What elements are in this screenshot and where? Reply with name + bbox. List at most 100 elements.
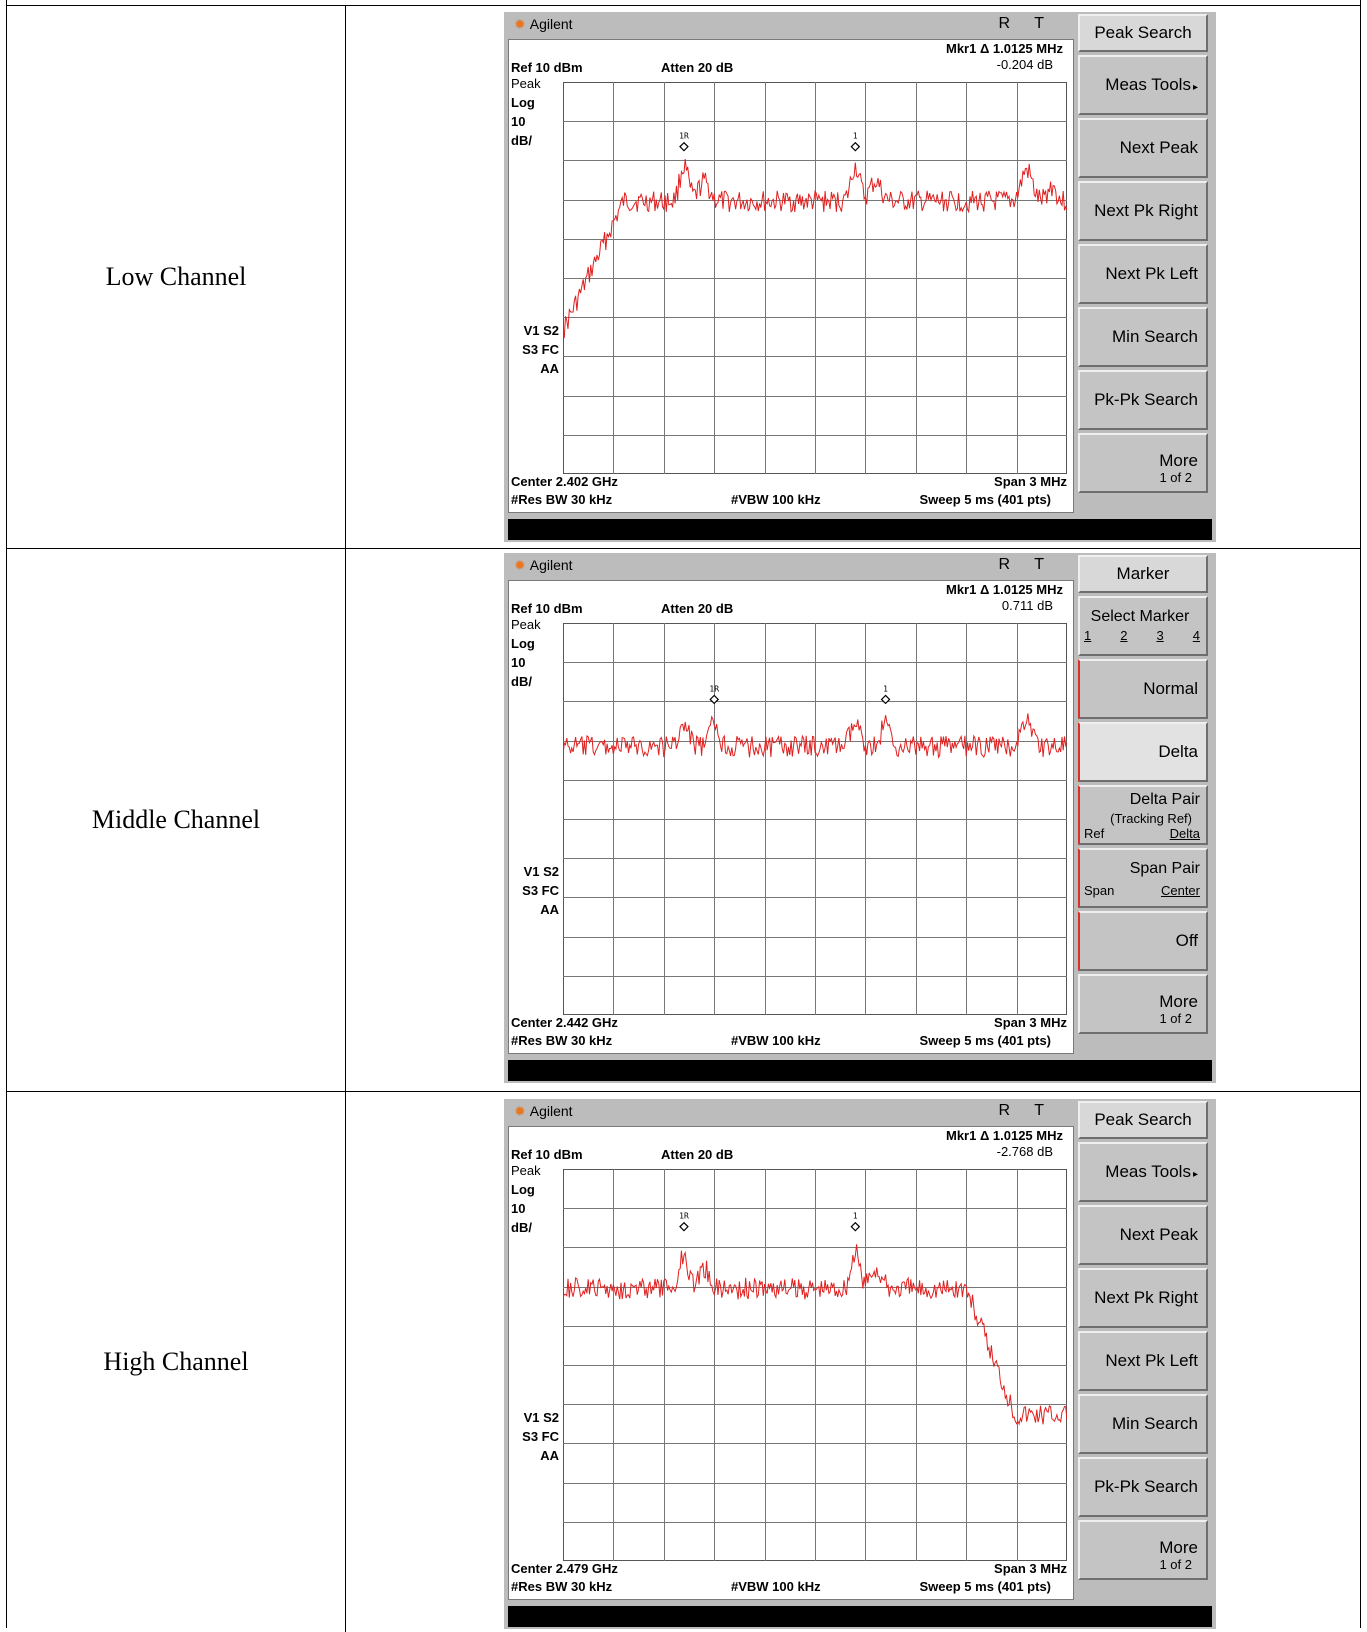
resolution-bandwidth: #Res BW 30 kHz	[511, 1033, 613, 1048]
scale-label: 10	[511, 114, 526, 129]
page-indicator: 1 of 2	[1159, 470, 1192, 485]
softkey-menu: Marker Select Marker 1 2 3 4 Normal Delta Delta …	[1078, 555, 1212, 1055]
brand: ✹ Agilent	[514, 1103, 573, 1120]
analyzer-titlebar: ✹ Agilent R T	[508, 1101, 1076, 1123]
softkey-label-text: Peak Search	[1094, 1110, 1192, 1129]
marker-readout: Mkr1 Δ 1.0125 MHz	[945, 582, 1063, 597]
attenuation: Atten 20 dB	[661, 60, 734, 75]
softkey-delta[interactable]: Delta	[1078, 722, 1208, 782]
center-frequency: Center 2.402 GHz	[511, 474, 618, 489]
softkey-next-peak[interactable]: Next Peak	[1078, 118, 1208, 178]
brand: ✹ Agilent	[514, 557, 573, 574]
marker-diamond-icon	[679, 141, 689, 152]
marker-label: 1R	[679, 1212, 689, 1221]
softkey-label: Normal	[1143, 679, 1198, 699]
status-message-bar	[508, 1060, 1212, 1081]
channel-label-cell: High Channel	[7, 1092, 346, 1632]
scale-label: Peak	[511, 617, 541, 632]
status-label: V1 S2	[523, 1410, 559, 1425]
softkey-toggle-row: Ref Delta	[1084, 826, 1200, 841]
softkey-more[interactable]: More 1 of 2	[1078, 433, 1208, 493]
attenuation: Atten 20 dB	[661, 601, 734, 616]
status-label: AA	[540, 1448, 559, 1463]
brand-name: Agilent	[529, 16, 573, 32]
reference-level: Ref 10 dBm	[511, 601, 583, 616]
table-row-low-channel: Low Channel ✹ Agilent R T Mkr1 Δ 1.0125 MHz…	[7, 6, 1360, 549]
softkey-next-pk-right[interactable]: Next Pk Right	[1078, 181, 1208, 241]
softkey-min-search[interactable]: Min Search	[1078, 307, 1208, 367]
softkey-label-text: Next Pk Right	[1094, 1288, 1198, 1307]
center-frequency: Center 2.479 GHz	[511, 1561, 618, 1576]
softkey-toggle-row: Span Center	[1084, 883, 1200, 898]
analyzer-titlebar: ✹ Agilent R T	[508, 555, 1076, 577]
remote-trigger-indicator: R T	[998, 15, 1054, 32]
resolution-bandwidth: #Res BW 30 kHz	[511, 1579, 613, 1594]
softkey-label-text: Off	[1175, 931, 1198, 950]
marker-diamond-icon	[850, 1221, 861, 1232]
softkey-label: Next Pk Right	[1094, 1288, 1198, 1308]
video-bandwidth: #VBW 100 kHz	[731, 492, 821, 507]
marker-label: 1	[853, 1212, 858, 1221]
softkey-normal[interactable]: Normal	[1078, 659, 1208, 719]
scale-label: Log	[511, 636, 535, 651]
softkey-label-text: Min Search	[1112, 327, 1198, 346]
marker-option-3[interactable]: 3	[1156, 628, 1164, 643]
channel-label-cell: Middle Channel	[7, 549, 346, 1091]
status-label: AA	[540, 361, 559, 376]
marker-options: 1 2 3 4	[1084, 628, 1200, 643]
marker-value: -0.204 dB	[996, 57, 1053, 72]
sweep-time: Sweep 5 ms (401 pts)	[919, 1579, 1052, 1594]
softkey-min-search[interactable]: Min Search	[1078, 1394, 1208, 1454]
softkey-label: Next Peak	[1120, 1225, 1198, 1245]
softkey-next-pk-right[interactable]: Next Pk Right	[1078, 1268, 1208, 1328]
softkey-meas-tools[interactable]: Meas Tools ▸	[1078, 55, 1208, 115]
softkey-more[interactable]: More 1 of 2	[1078, 1520, 1208, 1580]
softkey-label: Next Peak	[1120, 138, 1198, 158]
marker-diamond-icon	[709, 694, 720, 705]
softkey-label: Delta	[1158, 742, 1198, 762]
agilent-starburst-icon: ✹	[514, 557, 526, 573]
remote-trigger-indicator: R T	[998, 1102, 1054, 1119]
softkey-more[interactable]: More 1 of 2	[1078, 974, 1208, 1034]
softkey-label: Select Marker	[1090, 608, 1190, 625]
softkey-pk-pk-search[interactable]: Pk-Pk Search	[1078, 370, 1208, 430]
marker-option-2[interactable]: 2	[1120, 628, 1128, 643]
analyzer-screen: ✹ Agilent R T Mkr1 Δ 1.0125 MHz -0.204 dB Ref…	[504, 12, 1216, 542]
softkey-marker: Marker	[1078, 555, 1208, 593]
channel-label: Low Channel	[105, 262, 247, 291]
softkey-label-text: Delta	[1158, 742, 1198, 761]
softkey-span-pair[interactable]: Span Pair Span Center	[1078, 848, 1208, 908]
softkey-label: Meas Tools ▸	[1105, 75, 1198, 95]
softkey-pk-pk-search[interactable]: Pk-Pk Search	[1078, 1457, 1208, 1517]
softkey-label-text: Min Search	[1112, 1414, 1198, 1433]
attenuation: Atten 20 dB	[661, 1147, 734, 1162]
marker-option-1[interactable]: 1	[1084, 628, 1092, 643]
analyzer-screen: ✹ Agilent R T Mkr1 Δ 1.0125 MHz -2.768 dB Ref…	[504, 1099, 1216, 1629]
brand: ✹ Agilent	[514, 16, 573, 33]
marker-option-4[interactable]: 4	[1192, 628, 1200, 643]
toggle-option-right[interactable]: Delta	[1169, 826, 1200, 841]
toggle-option-right[interactable]: Center	[1160, 883, 1200, 898]
softkey-off[interactable]: Off	[1078, 911, 1208, 971]
scale-label: Log	[511, 95, 535, 110]
softkey-label: Peak Search	[1080, 23, 1206, 43]
sweep-time: Sweep 5 ms (401 pts)	[919, 492, 1052, 507]
analyzer-titlebar: ✹ Agilent R T	[508, 14, 1076, 36]
toggle-option-left[interactable]: Span	[1084, 883, 1115, 898]
softkey-label: More	[1159, 992, 1198, 1012]
softkey-next-pk-left[interactable]: Next Pk Left	[1078, 1331, 1208, 1391]
softkey-select-marker[interactable]: Select Marker 1 2 3 4	[1078, 596, 1208, 656]
toggle-option-left[interactable]: Ref	[1084, 826, 1105, 841]
softkey-menu: Peak Search Meas Tools ▸ Next Peak Next Pk R…	[1078, 1101, 1212, 1601]
agilent-starburst-icon: ✹	[514, 1103, 526, 1119]
marker-label: 1	[853, 132, 858, 141]
softkey-meas-tools[interactable]: Meas Tools ▸	[1078, 1142, 1208, 1202]
softkey-delta-pair[interactable]: Delta Pair (Tracking Ref) Ref Delta	[1078, 785, 1208, 845]
reference-level: Ref 10 dBm	[511, 60, 583, 75]
softkey-next-pk-left[interactable]: Next Pk Left	[1078, 244, 1208, 304]
scale-label: Log	[511, 1182, 535, 1197]
softkey-next-peak[interactable]: Next Peak	[1078, 1205, 1208, 1265]
measurement-panel: Mkr1 Δ 1.0125 MHz -2.768 dB Ref 10 dBm Atte…	[508, 1126, 1074, 1600]
softkey-label-text: Next Pk Left	[1105, 1351, 1198, 1370]
softkey-label-text: Next Pk Right	[1094, 201, 1198, 220]
